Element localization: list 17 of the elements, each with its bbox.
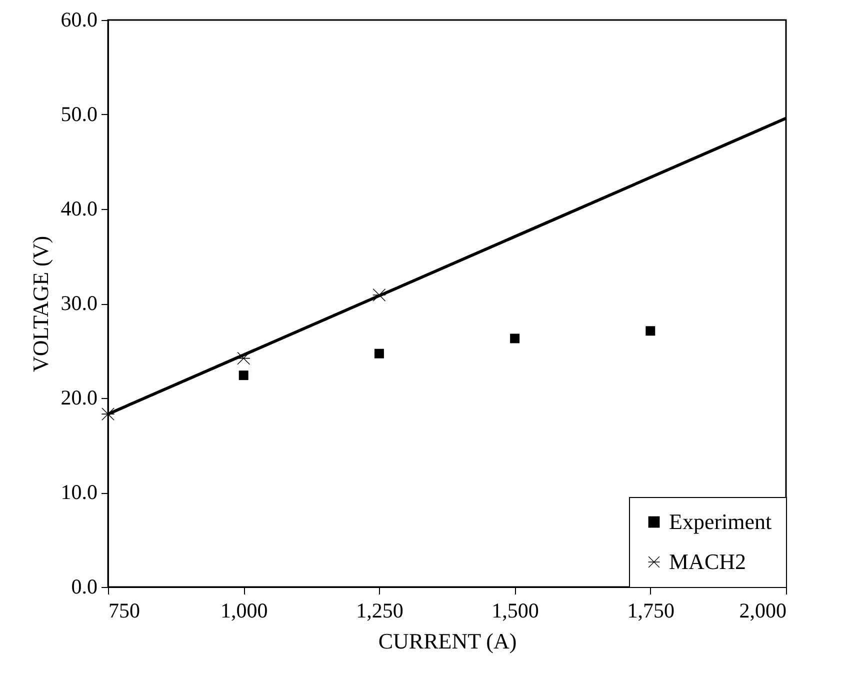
x-tick-label: 1,500 bbox=[492, 598, 539, 622]
x-axis-title: CURRENT (A) bbox=[378, 628, 517, 654]
x-tick-label: 1,250 bbox=[356, 598, 404, 622]
x-tick-label: 1,000 bbox=[220, 598, 268, 622]
legend-label: Experiment bbox=[669, 509, 772, 534]
x-tick-label: 750 bbox=[108, 598, 140, 622]
y-axis-title: VOLTAGE (V) bbox=[28, 236, 53, 372]
y-tick-label: 60.0 bbox=[60, 8, 98, 32]
y-tick-label: 0.0 bbox=[71, 574, 98, 598]
legend-label: MACH2 bbox=[669, 549, 746, 574]
x-tick-label: 2,000 bbox=[739, 598, 786, 622]
y-tick-label: 50.0 bbox=[60, 102, 98, 126]
y-tick-label: 40.0 bbox=[60, 196, 98, 220]
y-tick-label: 10.0 bbox=[60, 480, 98, 504]
y-tick-label: 20.0 bbox=[60, 386, 98, 410]
y-tick-label: 30.0 bbox=[60, 291, 98, 315]
x-tick-label: 1,750 bbox=[627, 598, 675, 622]
